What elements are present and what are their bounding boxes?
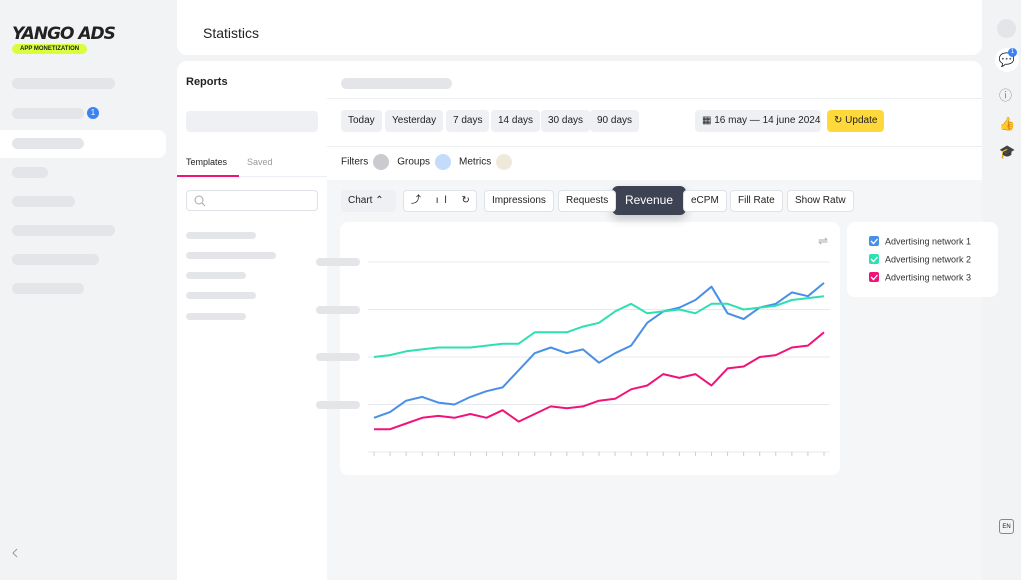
rail-icons[interactable]: ⓘ 👍 🎓 <box>999 88 1016 159</box>
legend-label: Advertising network 3 <box>885 273 971 283</box>
metric-button[interactable]: Fill Rate <box>730 190 783 212</box>
legend-check <box>870 256 878 263</box>
header <box>177 0 982 55</box>
badge: 1 <box>87 107 99 119</box>
update-button[interactable]: ↻ Update <box>827 110 885 132</box>
search[interactable] <box>186 190 318 211</box>
period-button[interactable]: Today <box>341 110 382 132</box>
legend-label: Advertising network 1 <box>885 237 971 247</box>
settings-icon[interactable]: ⇌ <box>818 234 829 248</box>
date-text: 16 may — 14 june 2024 <box>714 115 821 126</box>
reports-title: Reports <box>186 76 228 88</box>
filter-label[interactable]: Metrics <box>459 156 492 168</box>
logo-tag: APP MONETIZATION <box>12 44 88 54</box>
period-button[interactable]: 14 days <box>491 110 541 132</box>
metric-button[interactable]: Show Ratw <box>787 190 854 212</box>
logo: YANGO ADS <box>12 24 116 44</box>
legend-label: Advertising network 2 <box>885 255 971 265</box>
update-text: Update <box>845 115 878 126</box>
metric-button[interactable]: eCPM <box>683 190 727 212</box>
lang[interactable]: EN <box>999 519 1014 534</box>
metric-button[interactable]: Requests <box>558 190 617 212</box>
period-button[interactable]: 90 days <box>590 110 640 132</box>
page-title: Statistics <box>203 25 260 41</box>
legend-swatch <box>869 254 879 264</box>
line <box>374 331 825 431</box>
period-button[interactable]: 7 days <box>446 110 490 132</box>
legend-swatch <box>869 236 879 246</box>
legend-check <box>870 274 878 281</box>
period-button[interactable]: 30 days <box>541 110 591 132</box>
rail-badge: 1 <box>1008 48 1017 57</box>
metric-button[interactable]: Impressions <box>484 190 554 212</box>
tab[interactable]: Saved <box>247 157 273 167</box>
filter-label[interactable]: Groups <box>397 156 431 168</box>
period-button[interactable]: Yesterday <box>385 110 444 132</box>
chart-type[interactable]: ⤴ ıl ↻ <box>403 190 477 212</box>
tab[interactable]: Templates <box>186 157 228 167</box>
filters: Filters Groups Metrics <box>341 154 520 171</box>
date-range[interactable]: ▦ 16 may — 14 june 2024 <box>695 110 821 132</box>
collapse-icon[interactable] <box>9 547 21 559</box>
chart-text: Chart <box>348 195 373 206</box>
legend-check <box>870 238 878 245</box>
line <box>373 282 825 419</box>
legend-swatch <box>869 272 879 282</box>
line <box>373 295 825 358</box>
chart-button[interactable]: Chart ⌃ <box>341 190 396 212</box>
filter-label[interactable]: Filters <box>341 156 369 168</box>
tooltip: Revenue <box>612 186 686 215</box>
chat-icon[interactable]: 💬 <box>995 48 1019 72</box>
